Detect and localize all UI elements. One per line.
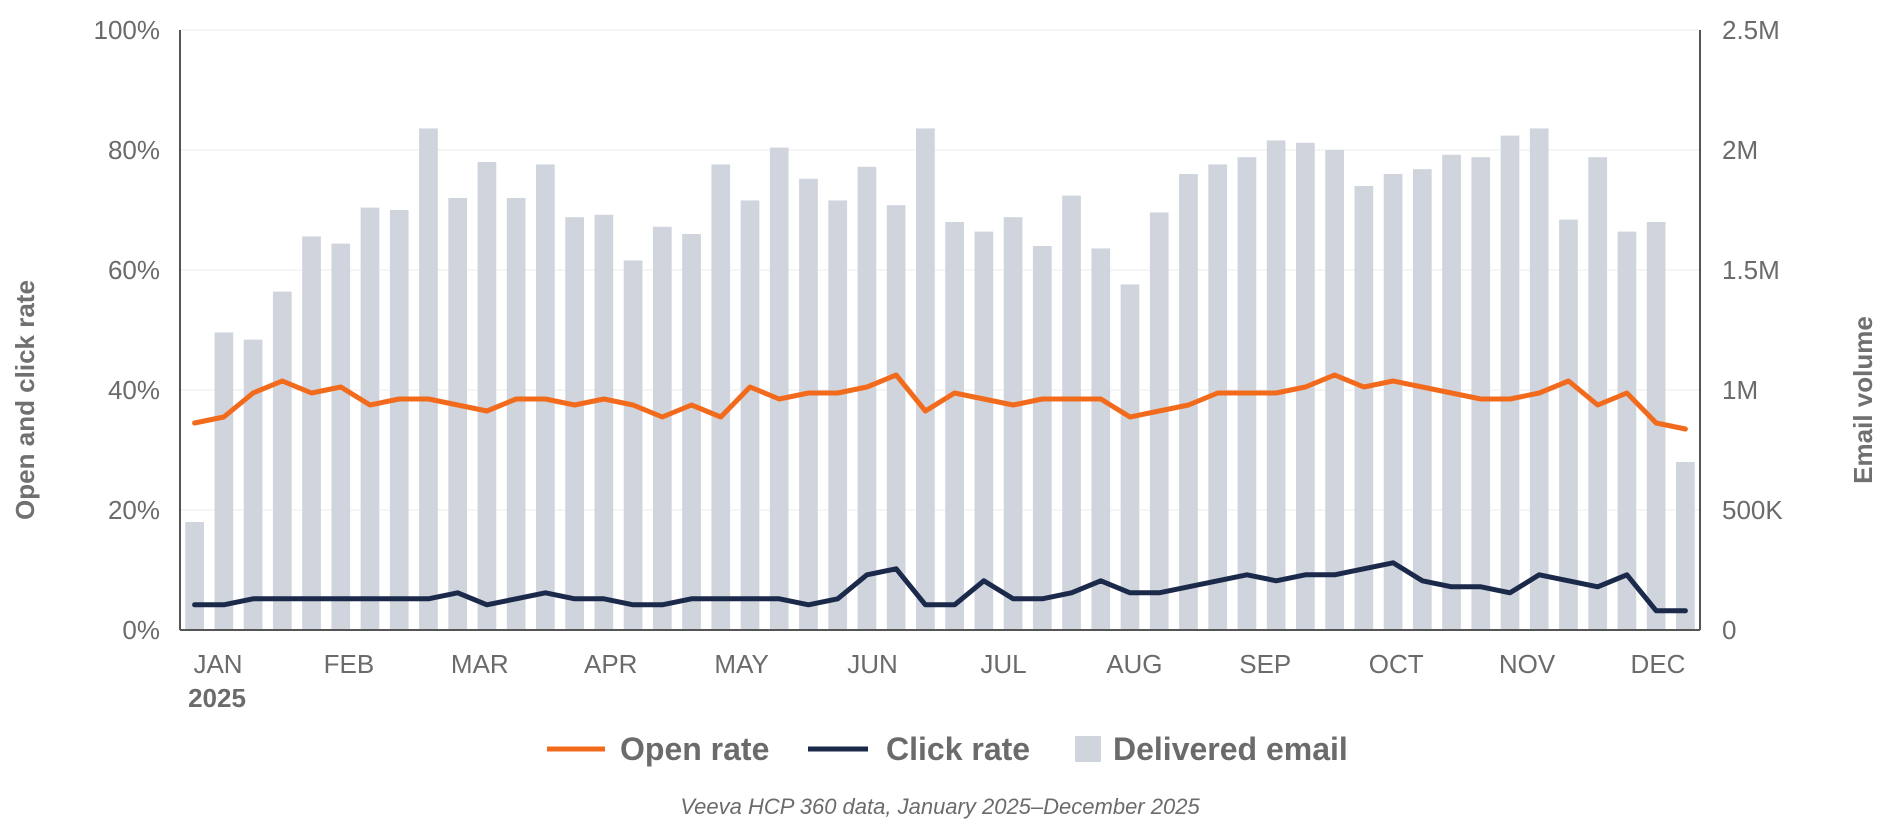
month-label: AUG [1106,649,1162,679]
delivered-email-bar [1179,174,1198,630]
right-tick-label: 500K [1722,495,1783,525]
delivered-email-bar [1471,157,1491,630]
delivered-email-bar [243,339,263,630]
month-label: OCT [1369,649,1424,679]
right-tick-label: 2.5M [1722,15,1780,45]
delivered-email-bar [1208,164,1228,630]
delivered-email-bar [1676,462,1695,630]
delivered-email-bar [1354,186,1374,630]
delivered-email-bar [302,236,321,630]
legend-label-click-rate: Click rate [886,731,1030,767]
delivered-email-bar [360,207,380,630]
delivered-email-bar [389,210,409,630]
source-note: Veeva HCP 360 data, January 2025–Decembe… [680,794,1200,819]
delivered-email-bar [214,332,234,630]
delivered-email-bar [477,162,497,630]
delivered-email-bar [1500,135,1520,630]
open-rate-line [192,372,1688,432]
month-label: NOV [1499,649,1556,679]
delivered-email-bar [594,214,614,631]
right-axis-ticks: 0 500K 1M 1.5M 2M 2.5M [1722,15,1783,645]
rate-lines [192,372,1688,614]
month-label: SEP [1239,649,1291,679]
month-label: JUN [847,649,898,679]
delivered-email-bar [1646,222,1666,630]
delivered-email-bar [419,128,438,630]
left-tick-label: 40% [108,375,160,405]
delivered-email-bar [448,198,468,630]
delivered-email-bar [506,198,526,630]
delivered-email-bar [740,200,760,630]
delivered-email-bar [272,291,292,630]
month-label: JUL [980,649,1026,679]
legend: Open rate Click rate Delivered email [547,731,1348,767]
delivered-email-bar [799,178,818,631]
month-ticks: JAN FEB MAR APR MAY JUN JUL AUG SEP OCT NOV DEC [193,649,1685,679]
right-axis-title: Email volume [1848,316,1878,484]
delivered-email-bar [916,128,935,630]
month-label: MAY [714,649,768,679]
delivered-email-bars [185,128,1695,631]
delivered-email-bar [886,205,906,630]
left-axis-title: Open and click rate [10,280,40,520]
delivered-email-bar [652,226,672,631]
legend-item-click-rate: Click rate [808,731,1030,767]
delivered-email-bar [1003,217,1023,630]
delivered-email-bar [1588,157,1608,630]
right-tick-label: 2M [1722,135,1758,165]
left-tick-label: 80% [108,135,160,165]
delivered-email-bar [565,217,584,630]
click-rate-line [192,560,1688,614]
delivered-email-bar [1412,169,1432,630]
left-axis-ticks: 0% 20% 40% 60% 80% 100% [94,15,161,645]
delivered-email-bar [1383,174,1403,630]
legend-swatch-delivered-email [1075,736,1101,762]
delivered-email-bar [623,260,643,630]
delivered-email-bar [1062,195,1081,630]
delivered-email-bar [1032,246,1052,630]
month-label: MAR [451,649,509,679]
legend-item-open-rate: Open rate [547,731,769,767]
legend-label-open-rate: Open rate [620,731,769,767]
delivered-email-bar [1266,140,1286,630]
month-label: FEB [324,649,375,679]
month-label: DEC [1631,649,1686,679]
right-tick-label: 1.5M [1722,255,1780,285]
delivered-email-bar [769,147,789,630]
month-label: JAN [193,649,242,679]
delivered-email-bar [682,234,701,630]
delivered-email-bar [1325,150,1344,630]
delivered-email-bar [857,166,877,631]
left-tick-label: 100% [94,15,161,45]
year-label: 2025 [188,683,246,713]
axes [179,30,1701,631]
delivered-email-bar [331,243,351,630]
delivered-email-bar [711,164,731,630]
right-tick-label: 1M [1722,375,1758,405]
delivered-email-bar [1529,128,1549,630]
delivered-email-bar [1091,248,1111,630]
left-tick-label: 0% [122,615,160,645]
delivered-email-bar [1617,231,1637,630]
delivered-email-bar [945,222,964,630]
delivered-email-bar [828,200,848,630]
month-label: APR [584,649,637,679]
delivered-email-bar [185,522,204,630]
left-tick-label: 60% [108,255,160,285]
left-tick-label: 20% [108,495,160,525]
right-tick-label: 0 [1722,615,1736,645]
legend-label-delivered-email: Delivered email [1113,731,1348,767]
delivered-email-bar [974,231,994,630]
delivered-email-bar [1120,284,1140,630]
delivered-email-bar [1149,212,1169,630]
legend-item-delivered-email: Delivered email [1075,731,1348,767]
delivered-email-bar [1559,219,1578,630]
